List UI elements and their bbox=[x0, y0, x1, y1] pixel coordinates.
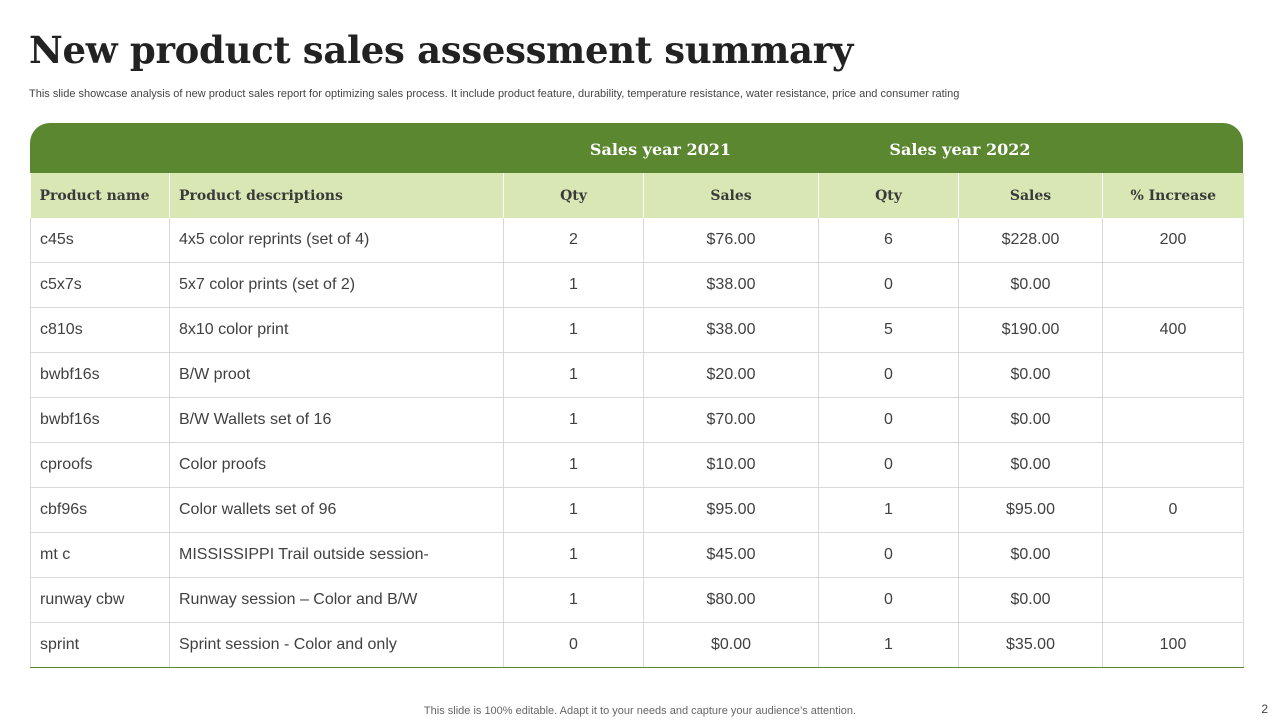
cell-qty-2021: 1 bbox=[503, 352, 644, 398]
sales-data-table: Product name Product descriptions Qty Sa… bbox=[30, 173, 1244, 668]
cell-sales-2022: $95.00 bbox=[958, 487, 1103, 533]
cell-sales-2021: $95.00 bbox=[643, 487, 819, 533]
cell-sales-2022: $0.00 bbox=[958, 397, 1103, 443]
column-header-sales-2021: Sales bbox=[643, 173, 819, 218]
table-row: cproofs Color proofs 1 $10.00 0 $0.00 bbox=[30, 442, 1244, 488]
cell-product-name: bwbf16s bbox=[30, 352, 170, 398]
cell-qty-2021: 1 bbox=[503, 487, 644, 533]
cell-qty-2021: 0 bbox=[503, 622, 644, 668]
table-row: mt c MISSISSIPPI Trail outside session- … bbox=[30, 532, 1244, 578]
column-header-qty-2021: Qty bbox=[503, 173, 644, 218]
cell-qty-2022: 1 bbox=[818, 622, 959, 668]
cell-product-name: bwbf16s bbox=[30, 397, 170, 443]
cell-sales-2021: $70.00 bbox=[643, 397, 819, 443]
cell-qty-2021: 1 bbox=[503, 397, 644, 443]
slide-footer-note: This slide is 100% editable. Adapt it to… bbox=[423, 705, 857, 717]
cell-qty-2021: 1 bbox=[503, 442, 644, 488]
cell-product-description: 8x10 color print bbox=[169, 307, 504, 353]
cell-product-description: B/W Wallets set of 16 bbox=[169, 397, 504, 443]
table-row: c5x7s 5x7 color prints (set of 2) 1 $38.… bbox=[30, 262, 1244, 308]
cell-percent-increase: 200 bbox=[1102, 218, 1244, 263]
column-header-row: Product name Product descriptions Qty Sa… bbox=[30, 173, 1244, 218]
cell-qty-2021: 1 bbox=[503, 532, 644, 578]
table-row: bwbf16s B/W Wallets set of 16 1 $70.00 0… bbox=[30, 397, 1244, 443]
cell-product-name: cproofs bbox=[30, 442, 170, 488]
cell-percent-increase bbox=[1102, 397, 1244, 443]
column-header-sales-2022: Sales bbox=[958, 173, 1103, 218]
cell-product-description: Color wallets set of 96 bbox=[169, 487, 504, 533]
cell-sales-2021: $20.00 bbox=[643, 352, 819, 398]
cell-sales-2021: $38.00 bbox=[643, 262, 819, 308]
cell-sales-2022: $0.00 bbox=[958, 532, 1103, 578]
cell-sales-2022: $35.00 bbox=[958, 622, 1103, 668]
cell-product-name: runway cbw bbox=[30, 577, 170, 623]
cell-product-name: c810s bbox=[30, 307, 170, 353]
slide-title: New product sales assessment summary bbox=[29, 28, 854, 72]
column-header-product-name: Product name bbox=[30, 173, 170, 218]
cell-qty-2021: 1 bbox=[503, 577, 644, 623]
cell-percent-increase bbox=[1102, 532, 1244, 578]
cell-product-description: MISSISSIPPI Trail outside session- bbox=[169, 532, 504, 578]
cell-percent-increase bbox=[1102, 352, 1244, 398]
cell-percent-increase: 100 bbox=[1102, 622, 1244, 668]
sales-year-2021-header: Sales year 2021 bbox=[589, 140, 732, 159]
sales-year-header-bar: Sales year 2021 Sales year 2022 bbox=[30, 123, 1243, 173]
cell-qty-2021: 2 bbox=[503, 218, 644, 263]
cell-product-name: cbf96s bbox=[30, 487, 170, 533]
cell-qty-2022: 0 bbox=[818, 532, 959, 578]
cell-sales-2021: $80.00 bbox=[643, 577, 819, 623]
cell-sales-2022: $0.00 bbox=[958, 442, 1103, 488]
cell-percent-increase: 400 bbox=[1102, 307, 1244, 353]
cell-product-description: Sprint session - Color and only bbox=[169, 622, 504, 668]
table-row: runway cbw Runway session – Color and B/… bbox=[30, 577, 1244, 623]
cell-sales-2021: $10.00 bbox=[643, 442, 819, 488]
cell-product-name: mt c bbox=[30, 532, 170, 578]
cell-sales-2021: $0.00 bbox=[643, 622, 819, 668]
page-number: 2 bbox=[1261, 702, 1268, 716]
cell-sales-2022: $0.00 bbox=[958, 262, 1103, 308]
cell-qty-2022: 0 bbox=[818, 262, 959, 308]
cell-qty-2022: 0 bbox=[818, 352, 959, 398]
cell-sales-2022: $0.00 bbox=[958, 352, 1103, 398]
cell-product-name: c5x7s bbox=[30, 262, 170, 308]
cell-percent-increase: 0 bbox=[1102, 487, 1244, 533]
table-row: sprint Sprint session - Color and only 0… bbox=[30, 622, 1244, 668]
cell-qty-2022: 0 bbox=[818, 397, 959, 443]
cell-percent-increase bbox=[1102, 442, 1244, 488]
cell-percent-increase bbox=[1102, 577, 1244, 623]
cell-product-description: 4x5 color reprints (set of 4) bbox=[169, 218, 504, 263]
table-row: cbf96s Color wallets set of 96 1 $95.00 … bbox=[30, 487, 1244, 533]
cell-qty-2022: 0 bbox=[818, 577, 959, 623]
cell-sales-2021: $76.00 bbox=[643, 218, 819, 263]
cell-product-description: Runway session – Color and B/W bbox=[169, 577, 504, 623]
column-header-percent-increase: % Increase bbox=[1102, 173, 1244, 218]
sales-summary-table: Sales year 2021 Sales year 2022 Product … bbox=[30, 123, 1244, 668]
cell-sales-2022: $0.00 bbox=[958, 577, 1103, 623]
cell-product-description: Color proofs bbox=[169, 442, 504, 488]
cell-product-name: c45s bbox=[30, 218, 170, 263]
cell-sales-2021: $38.00 bbox=[643, 307, 819, 353]
column-header-qty-2022: Qty bbox=[818, 173, 959, 218]
cell-qty-2022: 0 bbox=[818, 442, 959, 488]
sales-year-2022-header: Sales year 2022 bbox=[889, 140, 1031, 159]
table-row: c45s 4x5 color reprints (set of 4) 2 $76… bbox=[30, 218, 1244, 263]
table-row: c810s 8x10 color print 1 $38.00 5 $190.0… bbox=[30, 307, 1244, 353]
cell-qty-2022: 1 bbox=[818, 487, 959, 533]
cell-qty-2022: 5 bbox=[818, 307, 959, 353]
column-header-product-descriptions: Product descriptions bbox=[169, 173, 504, 218]
cell-product-description: 5x7 color prints (set of 2) bbox=[169, 262, 504, 308]
cell-sales-2022: $228.00 bbox=[958, 218, 1103, 263]
cell-product-description: B/W proot bbox=[169, 352, 504, 398]
cell-sales-2022: $190.00 bbox=[958, 307, 1103, 353]
cell-qty-2022: 6 bbox=[818, 218, 959, 263]
slide-subtitle: This slide showcase analysis of new prod… bbox=[29, 88, 960, 100]
table-row: bwbf16s B/W proot 1 $20.00 0 $0.00 bbox=[30, 352, 1244, 398]
cell-product-name: sprint bbox=[30, 622, 170, 668]
cell-sales-2021: $45.00 bbox=[643, 532, 819, 578]
cell-percent-increase bbox=[1102, 262, 1244, 308]
cell-qty-2021: 1 bbox=[503, 262, 644, 308]
cell-qty-2021: 1 bbox=[503, 307, 644, 353]
